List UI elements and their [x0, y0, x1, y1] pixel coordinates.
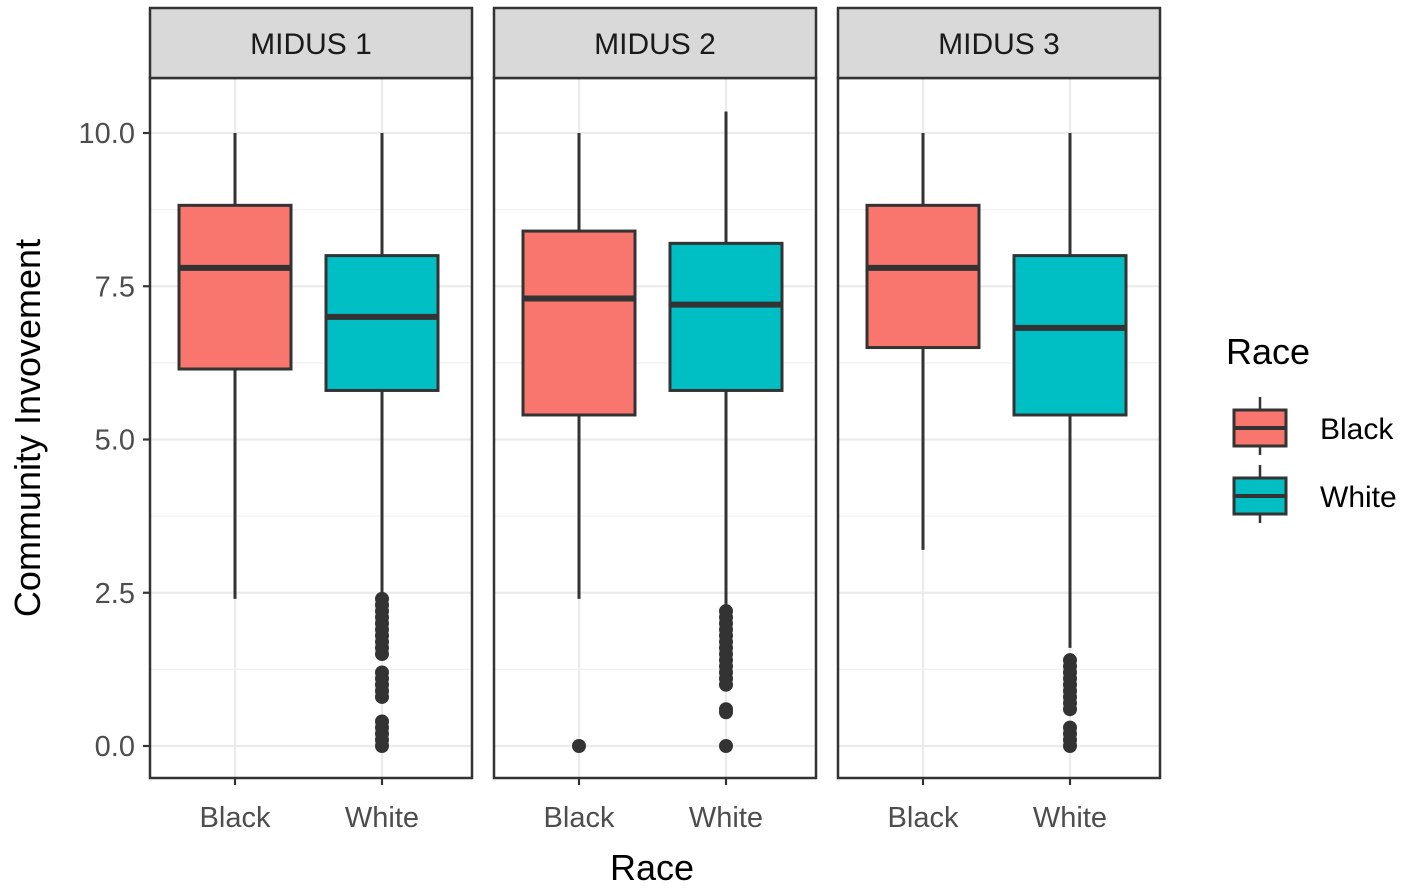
legend-entry-label: Black: [1320, 413, 1394, 446]
legend-title: Race: [1226, 331, 1310, 372]
box-iqr: [865, 203, 981, 350]
marks-layer: [177, 111, 1128, 753]
outlier-point: [1063, 702, 1077, 717]
legend-entry-label: White: [1320, 481, 1397, 514]
box-iqr: [521, 229, 637, 417]
outlier-point: [375, 647, 389, 662]
x-tick-label: Black: [200, 802, 271, 834]
x-tick-label: White: [345, 802, 419, 834]
facet-strip: [148, 6, 474, 80]
facet-strip: [492, 6, 818, 80]
y-tick-label: 2.5: [95, 578, 135, 610]
frame-layer: [143, 6, 1162, 785]
x-tick-label: White: [1033, 802, 1107, 834]
y-tick-label: 7.5: [95, 271, 135, 303]
outlier-point: [572, 739, 586, 753]
y-tick-label: 0.0: [95, 731, 135, 763]
facet-strip-label: MIDUS 3: [938, 28, 1060, 61]
x-tick-label: Black: [544, 802, 615, 834]
y-axis-title: Community Invovement: [7, 239, 48, 617]
x-axis-title: Race: [610, 847, 694, 888]
y-tick-label: 5.0: [95, 425, 135, 457]
facet-strip-label: MIDUS 1: [250, 28, 372, 61]
facet-strip: [836, 6, 1162, 80]
legend: Race Black White: [1226, 331, 1397, 523]
outlier-point: [719, 705, 733, 720]
x-tick-label: White: [689, 802, 763, 834]
box-iqr: [324, 254, 440, 392]
outlier-point: [375, 689, 389, 704]
outlier-point: [719, 677, 733, 692]
outlier-point: [1063, 739, 1077, 753]
y-tick-label: 10.0: [79, 118, 135, 150]
box-iqr: [1012, 254, 1128, 417]
outlier-point: [375, 739, 389, 753]
outlier-point: [719, 739, 733, 753]
grid-layer: [150, 78, 1160, 778]
panel-background: [494, 78, 816, 778]
panel-background: [838, 78, 1160, 778]
box-iqr: [177, 203, 293, 371]
box-iqr: [668, 241, 784, 392]
panel-background: [150, 78, 472, 778]
facet-strip-label: MIDUS 2: [594, 28, 716, 61]
x-tick-label: Black: [888, 802, 959, 834]
text-layer: MIDUS 1 Black White MIDUS 2 Black White MIDUS …: [7, 28, 1107, 888]
